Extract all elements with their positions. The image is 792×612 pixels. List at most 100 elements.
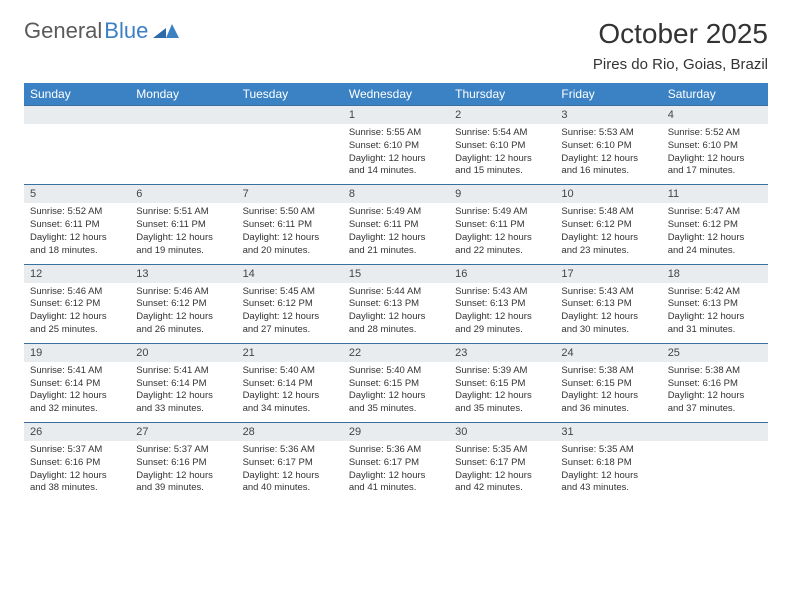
day-cell: 15Sunrise: 5:44 AMSunset: 6:13 PMDayligh… <box>343 264 449 343</box>
day-cell: 14Sunrise: 5:45 AMSunset: 6:12 PMDayligh… <box>237 264 343 343</box>
day-body: Sunrise: 5:48 AMSunset: 6:12 PMDaylight:… <box>555 203 661 263</box>
week-row: 26Sunrise: 5:37 AMSunset: 6:16 PMDayligh… <box>24 423 768 502</box>
brand-logo: GeneralBlue <box>24 18 179 44</box>
day-number: 31 <box>555 423 661 441</box>
day-body: Sunrise: 5:41 AMSunset: 6:14 PMDaylight:… <box>24 362 130 422</box>
sunrise-line: Sunrise: 5:46 AM <box>30 286 124 299</box>
day-cell: 20Sunrise: 5:41 AMSunset: 6:14 PMDayligh… <box>130 343 236 422</box>
sunrise-line: Sunrise: 5:53 AM <box>561 127 655 140</box>
daylight-line: Daylight: 12 hours and 36 minutes. <box>561 390 655 416</box>
day-number: 25 <box>662 344 768 362</box>
day-of-week-row: Sunday Monday Tuesday Wednesday Thursday… <box>24 83 768 106</box>
sunset-line: Sunset: 6:11 PM <box>455 219 549 232</box>
sunrise-line: Sunrise: 5:46 AM <box>136 286 230 299</box>
day-number: 11 <box>662 185 768 203</box>
day-body: Sunrise: 5:52 AMSunset: 6:11 PMDaylight:… <box>24 203 130 263</box>
sunset-line: Sunset: 6:17 PM <box>455 457 549 470</box>
dow-thursday: Thursday <box>449 83 555 106</box>
calendar-body: 1Sunrise: 5:55 AMSunset: 6:10 PMDaylight… <box>24 106 768 502</box>
day-body: Sunrise: 5:40 AMSunset: 6:15 PMDaylight:… <box>343 362 449 422</box>
day-number: 12 <box>24 265 130 283</box>
dow-friday: Friday <box>555 83 661 106</box>
day-number: 21 <box>237 344 343 362</box>
sunrise-line: Sunrise: 5:51 AM <box>136 206 230 219</box>
sunset-line: Sunset: 6:10 PM <box>455 140 549 153</box>
day-cell <box>662 423 768 502</box>
daylight-line: Daylight: 12 hours and 25 minutes. <box>30 311 124 337</box>
day-cell: 30Sunrise: 5:35 AMSunset: 6:17 PMDayligh… <box>449 423 555 502</box>
location-label: Pires do Rio, Goias, Brazil <box>593 56 768 73</box>
day-number: 24 <box>555 344 661 362</box>
daylight-line: Daylight: 12 hours and 21 minutes. <box>349 232 443 258</box>
day-body: Sunrise: 5:51 AMSunset: 6:11 PMDaylight:… <box>130 203 236 263</box>
sunrise-line: Sunrise: 5:50 AM <box>243 206 337 219</box>
day-number: 9 <box>449 185 555 203</box>
sunrise-line: Sunrise: 5:49 AM <box>349 206 443 219</box>
sunset-line: Sunset: 6:13 PM <box>561 298 655 311</box>
day-body: Sunrise: 5:36 AMSunset: 6:17 PMDaylight:… <box>343 441 449 501</box>
day-number: 18 <box>662 265 768 283</box>
daylight-line: Daylight: 12 hours and 19 minutes. <box>136 232 230 258</box>
day-number <box>130 106 236 124</box>
day-cell: 4Sunrise: 5:52 AMSunset: 6:10 PMDaylight… <box>662 106 768 185</box>
dow-sunday: Sunday <box>24 83 130 106</box>
day-number: 20 <box>130 344 236 362</box>
day-body: Sunrise: 5:55 AMSunset: 6:10 PMDaylight:… <box>343 124 449 184</box>
day-number: 6 <box>130 185 236 203</box>
day-number: 3 <box>555 106 661 124</box>
brand-part2: Blue <box>104 18 148 44</box>
day-body: Sunrise: 5:37 AMSunset: 6:16 PMDaylight:… <box>24 441 130 501</box>
daylight-line: Daylight: 12 hours and 31 minutes. <box>668 311 762 337</box>
day-cell <box>24 106 130 185</box>
dow-monday: Monday <box>130 83 236 106</box>
day-number <box>24 106 130 124</box>
day-cell: 16Sunrise: 5:43 AMSunset: 6:13 PMDayligh… <box>449 264 555 343</box>
day-body: Sunrise: 5:47 AMSunset: 6:12 PMDaylight:… <box>662 203 768 263</box>
header: GeneralBlue October 2025 Pires do Rio, G… <box>24 18 768 73</box>
sunrise-line: Sunrise: 5:52 AM <box>668 127 762 140</box>
sunrise-line: Sunrise: 5:55 AM <box>349 127 443 140</box>
daylight-line: Daylight: 12 hours and 26 minutes. <box>136 311 230 337</box>
dow-wednesday: Wednesday <box>343 83 449 106</box>
day-cell: 23Sunrise: 5:39 AMSunset: 6:15 PMDayligh… <box>449 343 555 422</box>
sunrise-line: Sunrise: 5:49 AM <box>455 206 549 219</box>
day-body: Sunrise: 5:46 AMSunset: 6:12 PMDaylight:… <box>130 283 236 343</box>
day-body: Sunrise: 5:35 AMSunset: 6:18 PMDaylight:… <box>555 441 661 501</box>
day-number: 17 <box>555 265 661 283</box>
sunset-line: Sunset: 6:11 PM <box>349 219 443 232</box>
day-body: Sunrise: 5:44 AMSunset: 6:13 PMDaylight:… <box>343 283 449 343</box>
day-body: Sunrise: 5:53 AMSunset: 6:10 PMDaylight:… <box>555 124 661 184</box>
daylight-line: Daylight: 12 hours and 17 minutes. <box>668 153 762 179</box>
sunset-line: Sunset: 6:13 PM <box>349 298 443 311</box>
daylight-line: Daylight: 12 hours and 38 minutes. <box>30 470 124 496</box>
sunset-line: Sunset: 6:15 PM <box>349 378 443 391</box>
sunset-line: Sunset: 6:17 PM <box>349 457 443 470</box>
sunrise-line: Sunrise: 5:41 AM <box>136 365 230 378</box>
day-body: Sunrise: 5:38 AMSunset: 6:15 PMDaylight:… <box>555 362 661 422</box>
page-title: October 2025 <box>593 18 768 50</box>
sunrise-line: Sunrise: 5:40 AM <box>243 365 337 378</box>
day-body: Sunrise: 5:36 AMSunset: 6:17 PMDaylight:… <box>237 441 343 501</box>
week-row: 5Sunrise: 5:52 AMSunset: 6:11 PMDaylight… <box>24 185 768 264</box>
week-row: 19Sunrise: 5:41 AMSunset: 6:14 PMDayligh… <box>24 343 768 422</box>
sunrise-line: Sunrise: 5:37 AM <box>136 444 230 457</box>
sunrise-line: Sunrise: 5:38 AM <box>668 365 762 378</box>
sunset-line: Sunset: 6:15 PM <box>561 378 655 391</box>
sunrise-line: Sunrise: 5:45 AM <box>243 286 337 299</box>
day-number: 28 <box>237 423 343 441</box>
daylight-line: Daylight: 12 hours and 37 minutes. <box>668 390 762 416</box>
daylight-line: Daylight: 12 hours and 16 minutes. <box>561 153 655 179</box>
day-body: Sunrise: 5:46 AMSunset: 6:12 PMDaylight:… <box>24 283 130 343</box>
brand-mark-icon <box>153 18 179 44</box>
sunset-line: Sunset: 6:10 PM <box>561 140 655 153</box>
sunset-line: Sunset: 6:14 PM <box>136 378 230 391</box>
day-cell: 1Sunrise: 5:55 AMSunset: 6:10 PMDaylight… <box>343 106 449 185</box>
day-cell: 21Sunrise: 5:40 AMSunset: 6:14 PMDayligh… <box>237 343 343 422</box>
day-number: 7 <box>237 185 343 203</box>
sunset-line: Sunset: 6:11 PM <box>30 219 124 232</box>
sunrise-line: Sunrise: 5:52 AM <box>30 206 124 219</box>
sunset-line: Sunset: 6:16 PM <box>668 378 762 391</box>
sunrise-line: Sunrise: 5:44 AM <box>349 286 443 299</box>
day-number: 14 <box>237 265 343 283</box>
daylight-line: Daylight: 12 hours and 39 minutes. <box>136 470 230 496</box>
